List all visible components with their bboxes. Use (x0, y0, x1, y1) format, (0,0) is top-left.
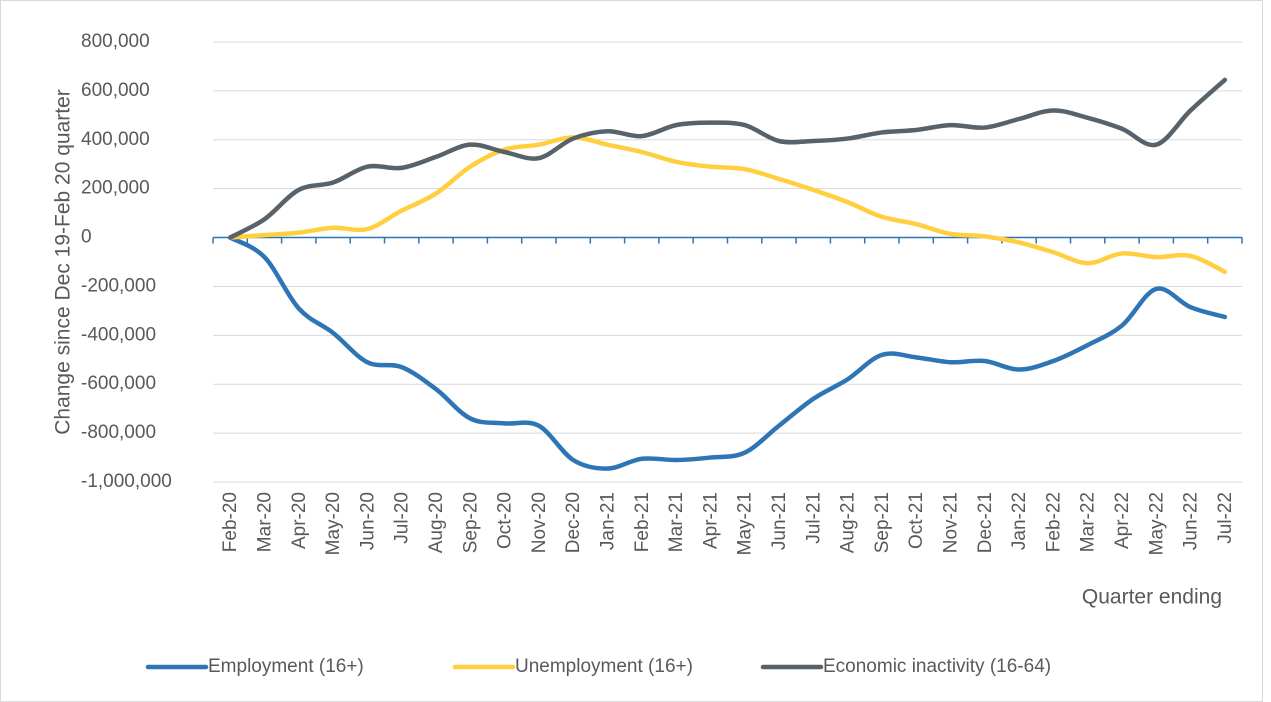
x-tick-label: Feb-21 (632, 492, 653, 552)
x-tick-label: Aug-21 (838, 492, 859, 553)
x-tick-label: Jul-22 (1215, 492, 1236, 544)
x-tick-label: Mar-21 (666, 492, 687, 552)
x-tick-label: Jul-21 (803, 492, 824, 544)
x-tick-label: Oct-20 (495, 492, 516, 549)
x-tick-label: Nov-20 (529, 492, 550, 553)
x-tick-label: Oct-21 (906, 492, 927, 549)
y-tick-label: 800,000 (81, 31, 150, 52)
x-tick-label: Jan-22 (1009, 492, 1030, 550)
series-line (227, 135, 1228, 275)
x-tick-label: Feb-22 (1043, 492, 1064, 552)
x-tick-label: Aug-20 (426, 492, 447, 553)
y-tick-label: 200,000 (81, 178, 150, 199)
x-tick-label: Apr-20 (289, 492, 310, 549)
x-tick-label: Mar-22 (1078, 492, 1099, 552)
y-tick-label: 600,000 (81, 80, 150, 101)
x-tick-label: Mar-20 (254, 492, 275, 552)
x-tick-label: Feb-20 (220, 492, 241, 552)
legend-label: Unemployment (16+) (515, 656, 693, 677)
y-axis-title: Change since Dec 19-Feb 20 quarter (52, 89, 75, 435)
y-tick-label: -400,000 (81, 324, 156, 345)
x-axis-title: Quarter ending (1082, 586, 1222, 609)
y-tick-label: 400,000 (81, 129, 150, 150)
x-tick-label: Jun-20 (357, 492, 378, 550)
x-tick-label: Sep-20 (460, 492, 481, 553)
y-tick-label: -800,000 (81, 422, 156, 443)
x-tick-label: May-22 (1146, 492, 1167, 555)
x-tick-label: Apr-22 (1112, 492, 1133, 549)
x-tick-label: Jun-22 (1181, 492, 1202, 550)
x-tick-label: Jun-21 (769, 492, 790, 550)
x-tick-label: Jan-21 (597, 492, 618, 550)
x-tick-label: Dec-20 (563, 492, 584, 553)
y-tick-label: 0 (81, 227, 92, 248)
legend-label: Employment (16+) (208, 656, 364, 677)
y-tick-label: -1,000,000 (81, 471, 172, 492)
x-tick-label: May-21 (735, 492, 756, 555)
y-tick-label: -600,000 (81, 373, 156, 394)
x-tick-label: Apr-21 (700, 492, 721, 549)
x-tick-label: May-20 (323, 492, 344, 555)
y-tick-label: -200,000 (81, 275, 156, 296)
x-tick-label: Jul-20 (392, 492, 413, 544)
x-tick-label: Dec-21 (975, 492, 996, 553)
series-line (227, 235, 1228, 471)
x-tick-label: Sep-21 (872, 492, 893, 553)
x-tick-label: Nov-21 (940, 492, 961, 553)
series-line (227, 77, 1228, 240)
legend-label: Economic inactivity (16-64) (823, 656, 1051, 677)
